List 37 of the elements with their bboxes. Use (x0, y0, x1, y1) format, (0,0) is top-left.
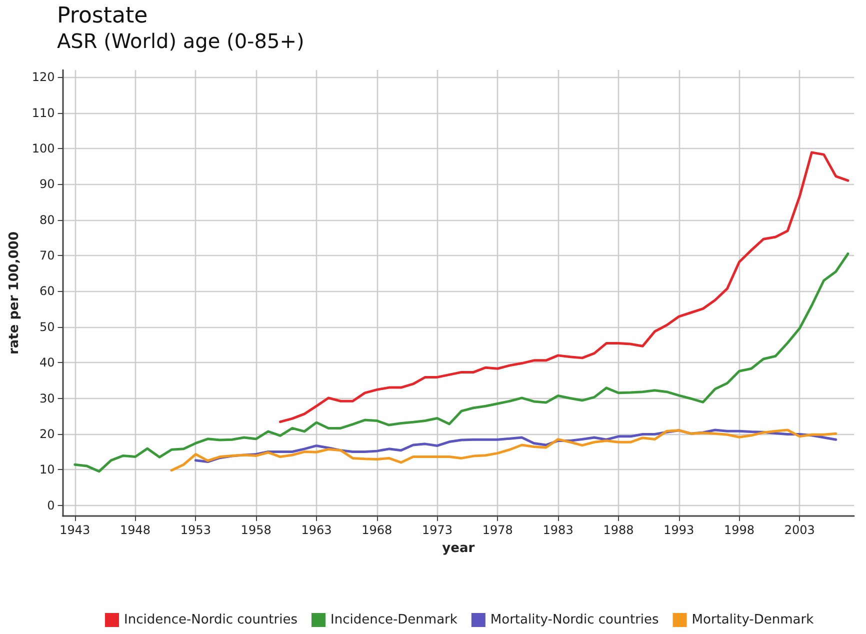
y-tick-label: 20 (40, 426, 55, 441)
legend-label: Mortality-Nordic countries (490, 612, 660, 628)
x-tick-label: 1993 (664, 523, 694, 537)
y-tick-label: 60 (40, 284, 55, 298)
line-series (278, 151, 850, 424)
x-axis-title: year (442, 541, 476, 556)
y-tick-label: 50 (40, 320, 55, 334)
y-tick-label: 40 (40, 356, 55, 370)
x-tick-label: 1963 (301, 523, 332, 537)
y-tick-label: 110 (32, 106, 55, 120)
y-tick-label: 70 (40, 248, 55, 263)
y-tick-label: 90 (40, 177, 55, 192)
y-tick-label: 120 (32, 70, 55, 84)
y-tick-label: 100 (32, 141, 55, 156)
line-series (170, 428, 838, 472)
x-tick-label: 1948 (120, 523, 151, 537)
y-axis-title: rate per 100,000 (7, 231, 22, 355)
legend-label: Incidence-Denmark (330, 612, 458, 628)
y-tick-label: 0 (47, 498, 55, 512)
legend-label: Incidence-Nordic countries (124, 612, 298, 628)
x-tick-label: 1968 (362, 523, 392, 537)
y-tick-label: 30 (40, 391, 55, 406)
x-tick-label: 1988 (603, 523, 634, 537)
chart-title: Prostate (57, 4, 148, 28)
y-tick-label: 10 (40, 462, 55, 477)
x-tick-label: 1973 (422, 523, 453, 537)
x-tick-label: 1943 (60, 523, 90, 537)
x-tick-label: 1978 (482, 523, 513, 537)
y-tick-label: 80 (40, 212, 55, 227)
x-tick-label: 2003 (784, 523, 815, 537)
x-tick-label: 1953 (180, 523, 211, 537)
x-tick-label: 1983 (542, 523, 574, 537)
legend-label: Mortality-Denmark (692, 612, 814, 628)
x-tick-label: 1998 (724, 523, 755, 537)
x-tick-label: 1958 (240, 523, 272, 537)
chart-subtitle: ASR (World) age (0-85+) (57, 29, 304, 53)
line-series (74, 252, 850, 473)
